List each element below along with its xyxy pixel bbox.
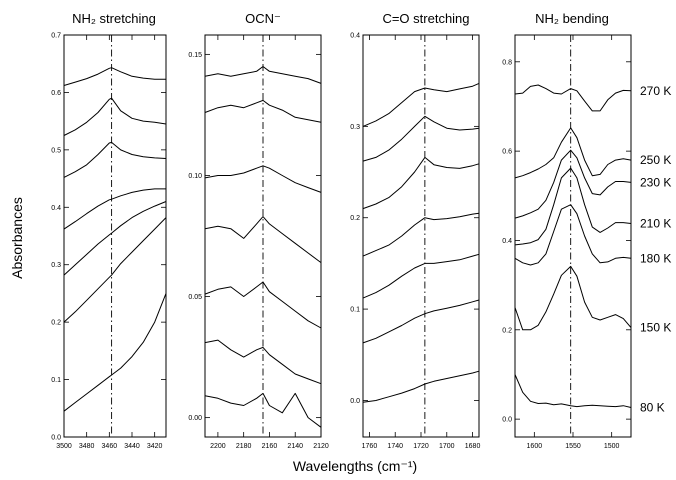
y-tick-label: 0.4 — [51, 205, 61, 212]
y-tick-label: 0.7 — [51, 33, 61, 40]
y-tick-label: 0.1 — [51, 377, 61, 384]
spectrum-line-1 — [204, 66, 322, 84]
panel-title: NH₂ bending — [535, 11, 609, 26]
spectrum-line-3 — [63, 141, 167, 178]
x-tick-label: 3480 — [79, 443, 95, 450]
y-tick-label: 0.5 — [51, 147, 61, 154]
spectrum-line-6 — [63, 217, 167, 323]
y-tick-label: 0.10 — [188, 173, 202, 180]
x-tick-label: 3500 — [56, 443, 72, 450]
spectrum-line-5 — [362, 253, 480, 299]
temperature-label: 230 K — [640, 175, 671, 189]
x-tick-label: 2140 — [287, 443, 303, 450]
spectrum-line-5 — [63, 201, 167, 276]
temperature-label: 150 K — [640, 321, 671, 335]
y-tick-label: 0.0 — [51, 435, 61, 442]
panel-title: NH₂ stretching — [72, 11, 156, 26]
temperature-label: 250 K — [640, 153, 671, 167]
y-tick-label: 0.0 — [350, 398, 360, 405]
spectrum-line-7 — [63, 293, 167, 412]
x-tick-label: 2160 — [262, 443, 278, 450]
spectrum-line-4 — [204, 216, 322, 264]
y-tick-label: 0.2 — [502, 327, 512, 334]
x-tick-label: 1740 — [387, 443, 403, 450]
panel-1: NH₂ stretching 0.0 0.1 0.2 0.3 0.4 0.5 0.6 0.7 35… — [51, 11, 167, 450]
temperature-label: 210 K — [640, 216, 671, 230]
y-tick-label: 0.3 — [51, 262, 61, 269]
y-tick-label: 0.0 — [502, 417, 512, 424]
spectrum-line-1 — [362, 82, 480, 127]
spectrum-line-6 — [362, 299, 480, 344]
x-tick-label: 1680 — [465, 443, 481, 450]
panel-title: C=O stretching — [382, 11, 469, 26]
x-tick-label: 2120 — [313, 443, 329, 450]
y-tick-label: 0.2 — [350, 215, 360, 222]
spectrum-line-6 — [204, 339, 322, 385]
y-tick-label: 0.00 — [188, 415, 202, 422]
spectrum-line-2 — [204, 99, 322, 123]
x-tick-label: 1500 — [604, 443, 620, 450]
spectrum-line-7 — [362, 370, 480, 403]
spectrum-line-6 — [514, 265, 632, 331]
temperature-label: 180 K — [640, 251, 671, 265]
y-tick-label: 0.6 — [51, 90, 61, 97]
spectrum-line-5 — [514, 204, 632, 266]
temperature-label: 270 K — [640, 84, 671, 98]
spectrum-line-3 — [514, 149, 632, 219]
x-tick-label: 1760 — [362, 443, 378, 450]
spectrum-line-5 — [204, 281, 322, 329]
y-axis-label: Absorbances — [9, 197, 25, 279]
y-tick-label: 0.6 — [502, 149, 512, 156]
panel-2: OCN⁻ 0.00 0.05 0.10 0.15 2200 2180 2160 2140 2120 — [188, 11, 329, 450]
spectrum-line-4 — [362, 212, 480, 257]
plot-frame — [63, 34, 167, 438]
x-tick-label: 1600 — [527, 443, 543, 450]
y-tick-label: 0.2 — [51, 320, 61, 327]
x-tick-label: 3440 — [124, 443, 140, 450]
x-tick-label: 1550 — [565, 443, 581, 450]
spectrum-line-3 — [362, 156, 480, 210]
panel-3: C=O stretching 0.0 0.1 0.2 0.3 0.4 1760 1740 172… — [350, 11, 480, 450]
x-tick-label: 1700 — [439, 443, 455, 450]
x-tick-label: 3460 — [102, 443, 118, 450]
x-tick-label: 3420 — [147, 443, 163, 450]
y-tick-label: 0.4 — [502, 238, 512, 245]
x-axis-label: Wavelengths (cm⁻¹) — [293, 458, 417, 474]
spectrum-line-1 — [63, 67, 166, 86]
spectrum-line-7 — [514, 374, 632, 408]
spectrum-line-2 — [63, 97, 167, 136]
panel-4: NH₂ bending 0.0 0.2 0.4 0.6 0.8 1600 1550 1500 — [502, 11, 632, 450]
spectrum-line-7 — [204, 392, 322, 428]
spectrum-line-2 — [514, 127, 632, 179]
y-tick-label: 0.1 — [350, 307, 360, 314]
plot-frame — [362, 34, 480, 438]
y-tick-label: 0.3 — [350, 124, 360, 131]
y-tick-label: 0.15 — [188, 52, 202, 59]
spectrum-line-1 — [514, 84, 632, 112]
panel-title: OCN⁻ — [245, 11, 281, 26]
spectrum-line-3 — [204, 165, 322, 193]
x-tick-label: 2180 — [236, 443, 252, 450]
spectrum-line-4 — [63, 188, 166, 230]
spectrum-line-2 — [362, 115, 480, 162]
x-tick-label: 2200 — [210, 443, 226, 450]
y-tick-label: 0.4 — [350, 33, 360, 40]
y-tick-label: 0.8 — [502, 59, 512, 66]
spectrum-line-4 — [514, 167, 632, 246]
y-tick-label: 0.05 — [188, 294, 202, 301]
x-tick-label: 1720 — [413, 443, 429, 450]
temperature-label: 80 K — [640, 401, 665, 415]
